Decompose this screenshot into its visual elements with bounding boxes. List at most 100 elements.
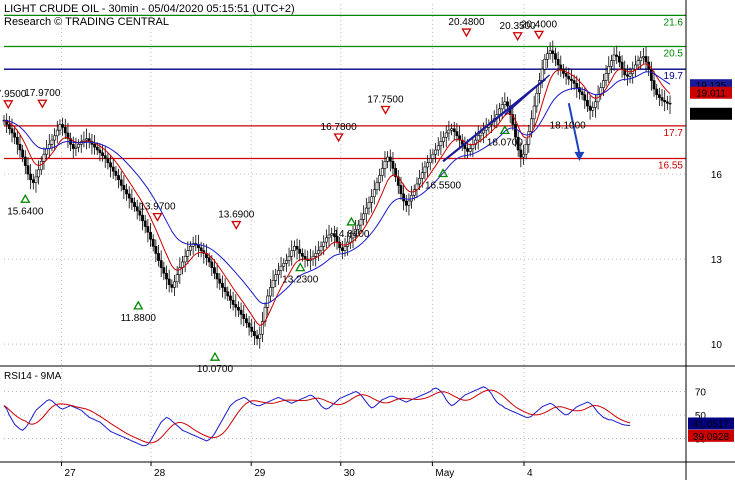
candle-body [183, 255, 187, 263]
swing-high-marker [461, 28, 472, 38]
candle-body [135, 206, 139, 212]
candle-body [639, 57, 643, 61]
candle-body [23, 156, 27, 166]
x-tick-label: 29 [254, 468, 266, 479]
swing-high-label: 13.6900 [218, 210, 255, 221]
candle-body [66, 132, 70, 139]
candle-body [426, 162, 429, 168]
rsi-tag-ma [688, 429, 734, 442]
candle-body [586, 100, 589, 107]
swing-high-label: 20.4000 [521, 19, 558, 30]
candle-body [657, 94, 661, 98]
candle-body [447, 129, 451, 134]
level-label-target: 21.6 [664, 17, 684, 28]
candle-body [522, 153, 525, 158]
swing-high-label: 16.7800 [321, 122, 358, 133]
candle-body [165, 272, 168, 280]
candle-body [348, 237, 352, 243]
candle-body [15, 136, 19, 145]
swing-high-label: 17.7500 [367, 94, 404, 105]
candle-body [591, 107, 595, 111]
candle-body [511, 114, 515, 125]
price-tick-label: 13 [711, 255, 723, 266]
candle-body [181, 261, 184, 268]
level-label-pivot: 19.7 [664, 71, 684, 82]
candle-body [269, 287, 272, 297]
candle-body [378, 175, 382, 183]
candle-body [407, 200, 411, 206]
candle-body [239, 309, 243, 315]
candle-body [594, 101, 597, 108]
candle-body [63, 127, 67, 134]
candle-body [580, 91, 584, 96]
candle-body [436, 145, 440, 151]
target-price-label: 18.1000 [550, 121, 587, 132]
candle-body [516, 136, 520, 151]
candles [2, 40, 672, 349]
level-label-resistance: 17.7 [664, 128, 684, 139]
rsi-panel [3, 386, 631, 447]
candle-body [527, 131, 531, 145]
candle-body [322, 241, 326, 247]
candle-body [623, 68, 627, 76]
candle-body [354, 229, 358, 234]
candle-body [649, 68, 653, 81]
candle-body [370, 196, 374, 203]
candle-body [343, 246, 347, 251]
swing-low-label: 13.2300 [282, 275, 319, 286]
candle-body [506, 101, 509, 107]
swing-high-marker [533, 30, 545, 40]
candle-body [303, 255, 307, 260]
candle-body [95, 146, 99, 151]
candle-body [652, 80, 656, 90]
candle-body [663, 100, 667, 103]
moving-averages [3, 63, 671, 326]
x-tick-label: 27 [65, 468, 77, 479]
candle-body [213, 267, 216, 274]
candle-body [500, 104, 504, 110]
trendline-2 [504, 74, 551, 116]
candle-body [215, 272, 219, 280]
swing-low-marker [133, 300, 144, 310]
candle-body [151, 238, 155, 247]
candle-body [170, 284, 174, 288]
candle-body [93, 144, 96, 148]
candle-body [130, 197, 134, 203]
price-tag-label-last: 18.48 [698, 110, 723, 121]
chart-credit: Research © TRADING CENTRAL [4, 16, 169, 28]
candle-body [330, 233, 334, 236]
rsi-label: RSI14 - 9MA [4, 371, 62, 382]
candle-body [503, 101, 507, 105]
candle-body [617, 56, 621, 63]
candle-body [21, 149, 25, 158]
candle-body [575, 83, 579, 88]
candle-body [138, 210, 142, 216]
candle-body [287, 255, 291, 261]
candle-body [612, 54, 616, 61]
price-tag-last [690, 107, 732, 120]
candle-body [633, 64, 637, 70]
candle-body [13, 132, 17, 138]
candle-body [231, 299, 235, 305]
candle-body [229, 295, 232, 301]
rsi-tag-label-rsi: 41.0517 [693, 420, 730, 431]
candle-body [340, 247, 344, 251]
candle-body [655, 88, 659, 96]
candle-body [514, 124, 517, 138]
candle-body [583, 94, 587, 101]
candle-body [607, 66, 611, 74]
candle-body [359, 219, 363, 226]
candle-body [71, 144, 75, 149]
candle-body [276, 270, 280, 276]
candle-body [535, 92, 539, 107]
candle-body [10, 128, 14, 134]
candle-body [210, 261, 214, 268]
candle-body [117, 175, 120, 181]
candle-body [122, 185, 126, 190]
candle-body [530, 118, 533, 132]
candle-body [250, 326, 254, 332]
candle-body [620, 61, 624, 70]
